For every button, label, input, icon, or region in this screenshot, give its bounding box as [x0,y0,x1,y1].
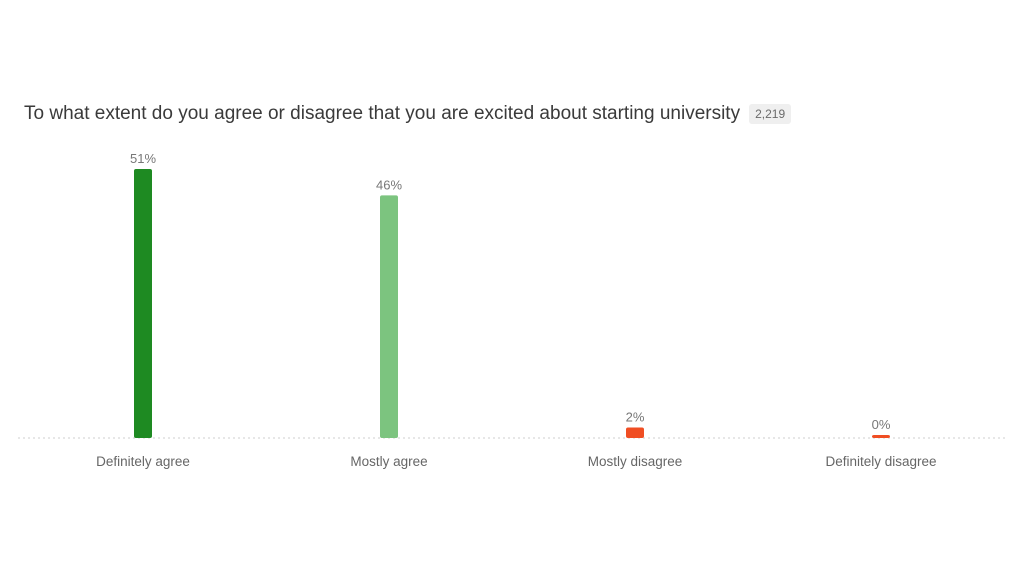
bar-value-label: 2% [626,409,645,424]
question-header: To what extent do you agree or disagree … [24,103,792,125]
category-label: Definitely agree [96,454,190,469]
bar-value-label: 0% [872,417,891,432]
bar-2 [626,427,644,438]
bar-0 [134,169,152,438]
bar-1 [380,195,398,438]
category-label: Definitely disagree [825,454,936,469]
bar-value-label: 46% [376,177,402,192]
category-label: Mostly disagree [588,454,683,469]
bar-3 [872,435,890,438]
question-title: To what extent do you agree or disagree … [24,103,741,124]
category-label: Mostly agree [350,454,427,469]
response-count-badge: 2,219 [749,104,792,124]
bar-value-label: 51% [130,151,156,166]
